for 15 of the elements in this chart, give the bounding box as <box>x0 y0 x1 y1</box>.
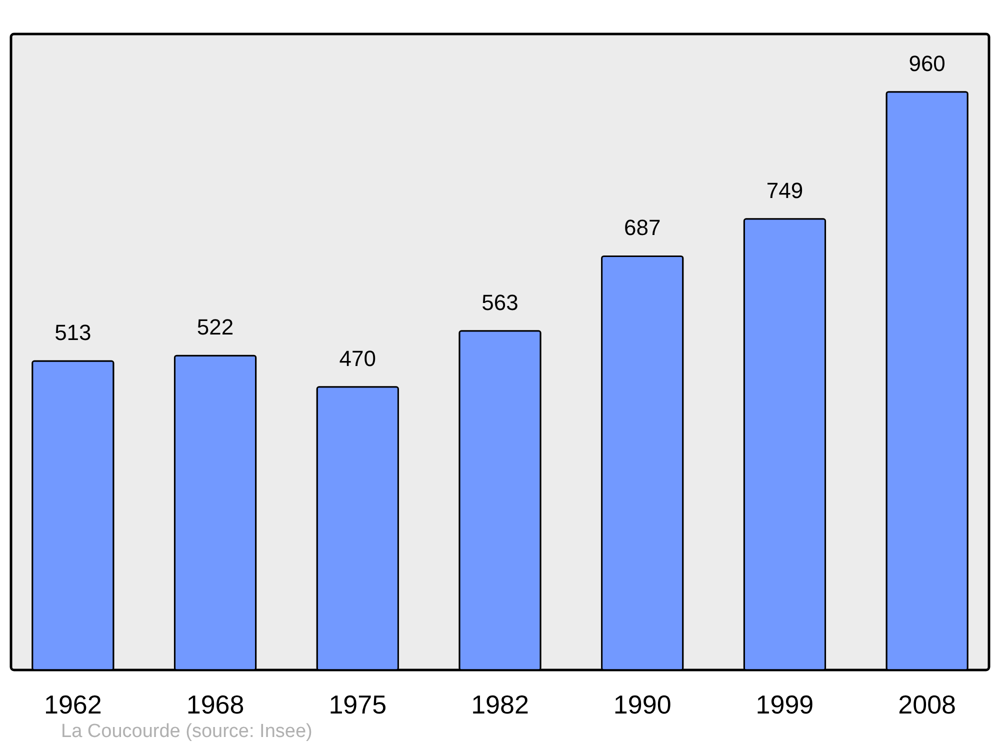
x-tick-label: 1975 <box>328 690 387 720</box>
data-label: 470 <box>339 346 376 371</box>
data-label: 563 <box>482 290 518 315</box>
text: La Coucourde (source: Insee) <box>61 721 312 742</box>
data-label: 513 <box>54 320 92 346</box>
data-label: 522 <box>196 314 234 340</box>
x-tick-label: 1999 <box>756 690 814 720</box>
x-tick-label: 2008 <box>898 690 956 720</box>
x-tick-label: 1982 <box>471 690 529 720</box>
x-tick-label: 1962 <box>44 690 102 720</box>
x-tick-label: 1990 <box>613 690 672 720</box>
data-label: 960 <box>908 50 946 76</box>
x-tick-label: 1968 <box>186 690 244 720</box>
data-label: 687 <box>624 215 661 240</box>
data-label: 749 <box>766 178 804 203</box>
